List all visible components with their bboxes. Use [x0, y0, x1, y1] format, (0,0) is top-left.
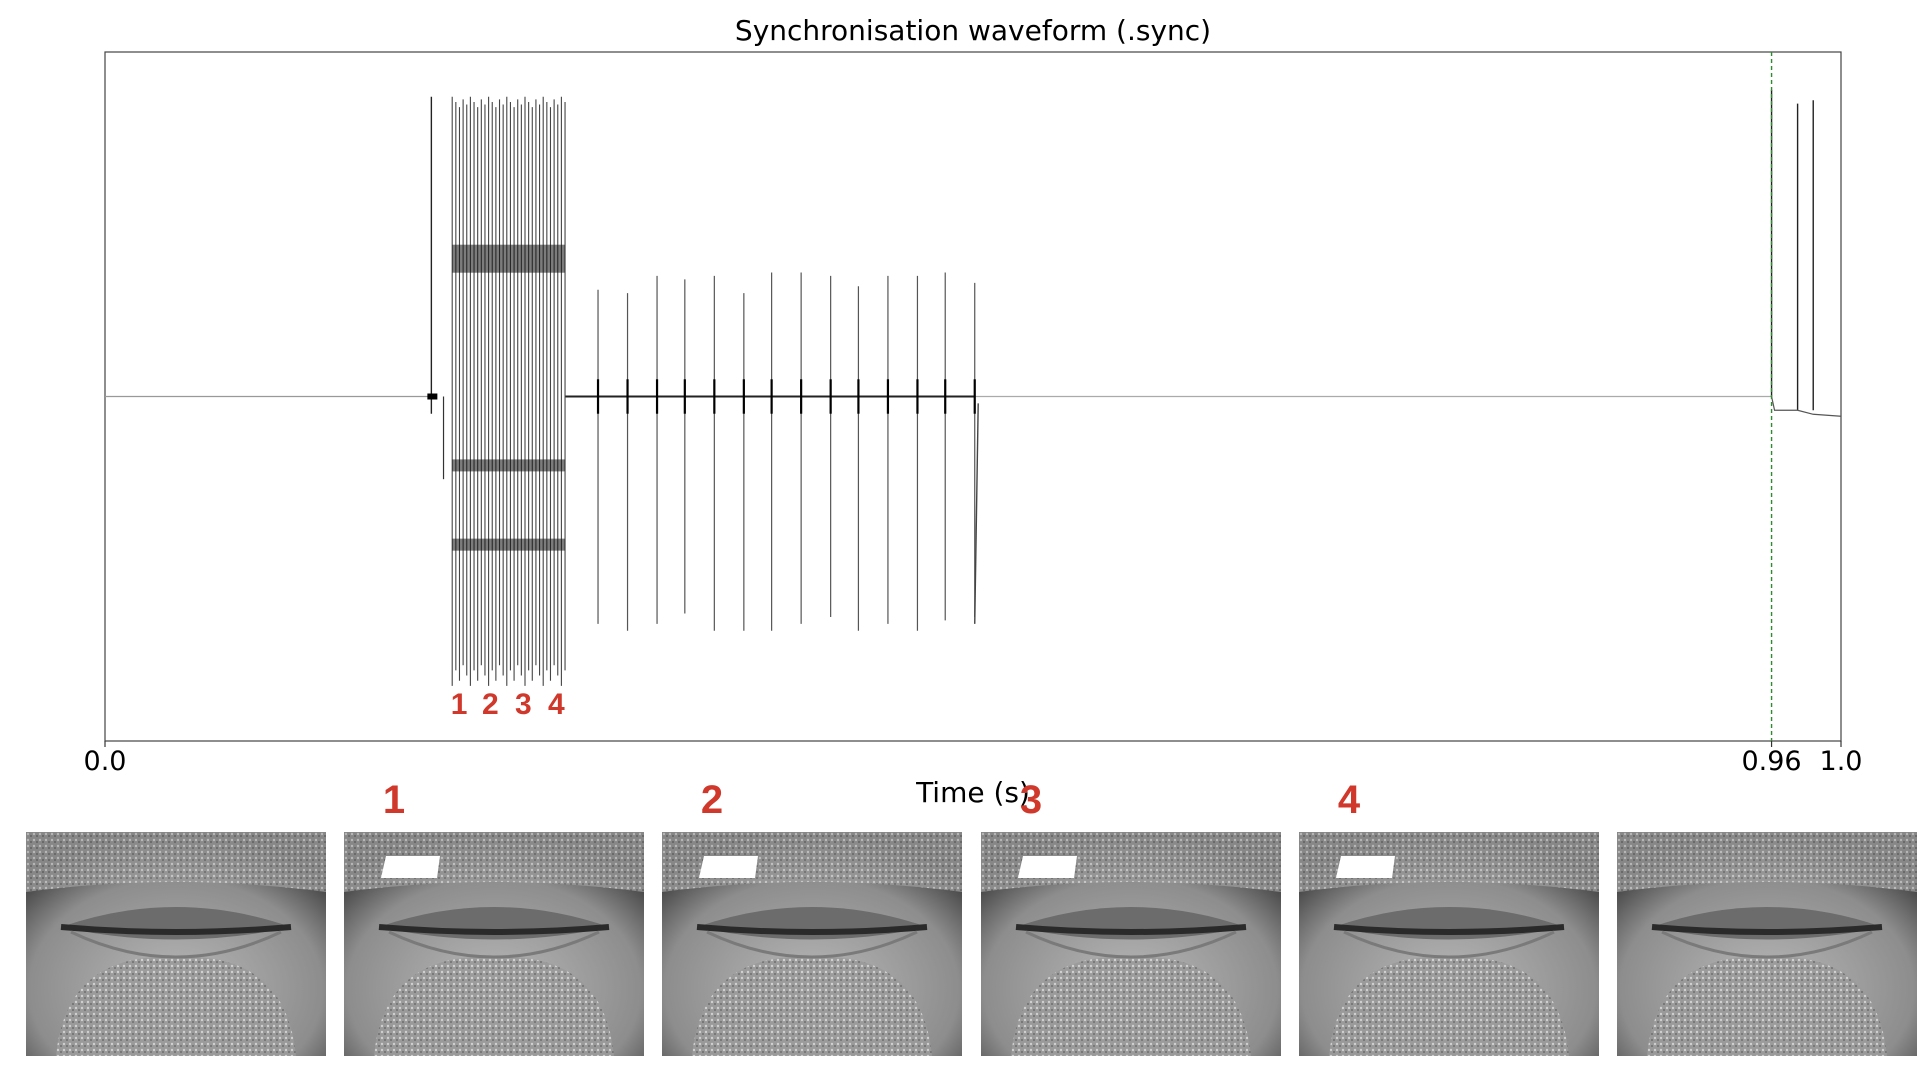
video-frame: [26, 832, 326, 1056]
frame-number-label: 2: [700, 778, 724, 822]
burst-marker-label: 2: [482, 688, 499, 721]
video-frame: [1299, 832, 1599, 1056]
burst-marker-label: 1: [450, 688, 468, 721]
chart-title: Synchronisation waveform (.sync): [734, 14, 1212, 47]
frame-number-label: 1: [382, 778, 406, 822]
frame-number-label: 3: [1019, 778, 1043, 822]
x-tick-label: 1.0: [1819, 746, 1863, 777]
video-frame: [662, 832, 962, 1056]
waveform-plot: [104, 51, 1842, 747]
frame-number-label: 4: [1337, 778, 1361, 822]
video-frame: [1617, 832, 1917, 1056]
late-offset-trace: [1770, 396, 1842, 417]
x-tick-label: 0.96: [1741, 746, 1802, 777]
x-tick-label: 0.0: [83, 746, 127, 777]
burst-band: [452, 244, 566, 273]
burst-marker-label: 3: [515, 688, 532, 721]
burst-band: [452, 538, 566, 551]
video-frame: [981, 832, 1281, 1056]
x-axis-label: Time (s): [916, 776, 1030, 809]
burst-marker-label: 4: [548, 688, 565, 721]
burst-band: [452, 459, 566, 472]
video-frame: [344, 832, 644, 1056]
train-undershoot: [974, 403, 979, 624]
